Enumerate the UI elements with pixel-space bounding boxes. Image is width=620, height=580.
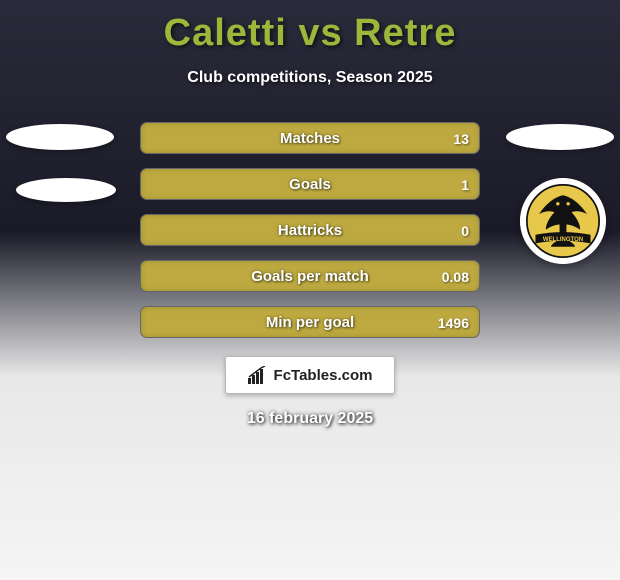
wellington-phoenix-icon: WELLINGTON	[520, 178, 606, 264]
stat-value-right: 0.08	[442, 261, 469, 292]
avatar-player-right-placeholder	[506, 124, 614, 150]
stat-row-hattricks: Hattricks 0	[140, 214, 480, 246]
stats-container: Matches 13 Goals 1 Hattricks 0 Goals per…	[140, 122, 480, 352]
svg-text:WELLINGTON: WELLINGTON	[543, 237, 583, 243]
stat-label: Min per goal	[141, 307, 479, 338]
bar-chart-icon	[248, 366, 270, 384]
page-title: Caletti vs Retre	[0, 0, 620, 55]
stat-row-min-per-goal: Min per goal 1496	[140, 306, 480, 338]
avatar-player-left-placeholder	[6, 124, 114, 150]
brand-watermark[interactable]: FcTables.com	[225, 356, 395, 394]
club-badge-right: WELLINGTON	[520, 178, 606, 264]
stat-value-right: 13	[453, 123, 469, 154]
date-text: 16 february 2025	[0, 410, 620, 428]
stat-label: Matches	[141, 123, 479, 154]
club-badge-left-placeholder	[16, 178, 116, 202]
stat-label: Hattricks	[141, 215, 479, 246]
stat-row-matches: Matches 13	[140, 122, 480, 154]
stat-row-goals-per-match: Goals per match 0.08	[140, 260, 480, 292]
stat-label: Goals per match	[141, 261, 479, 292]
stat-value-right: 1	[461, 169, 469, 200]
brand-text: FcTables.com	[274, 367, 373, 384]
stat-label: Goals	[141, 169, 479, 200]
page-subtitle: Club competitions, Season 2025	[0, 69, 620, 87]
stat-value-right: 1496	[438, 307, 469, 338]
stat-row-goals: Goals 1	[140, 168, 480, 200]
stat-value-right: 0	[461, 215, 469, 246]
